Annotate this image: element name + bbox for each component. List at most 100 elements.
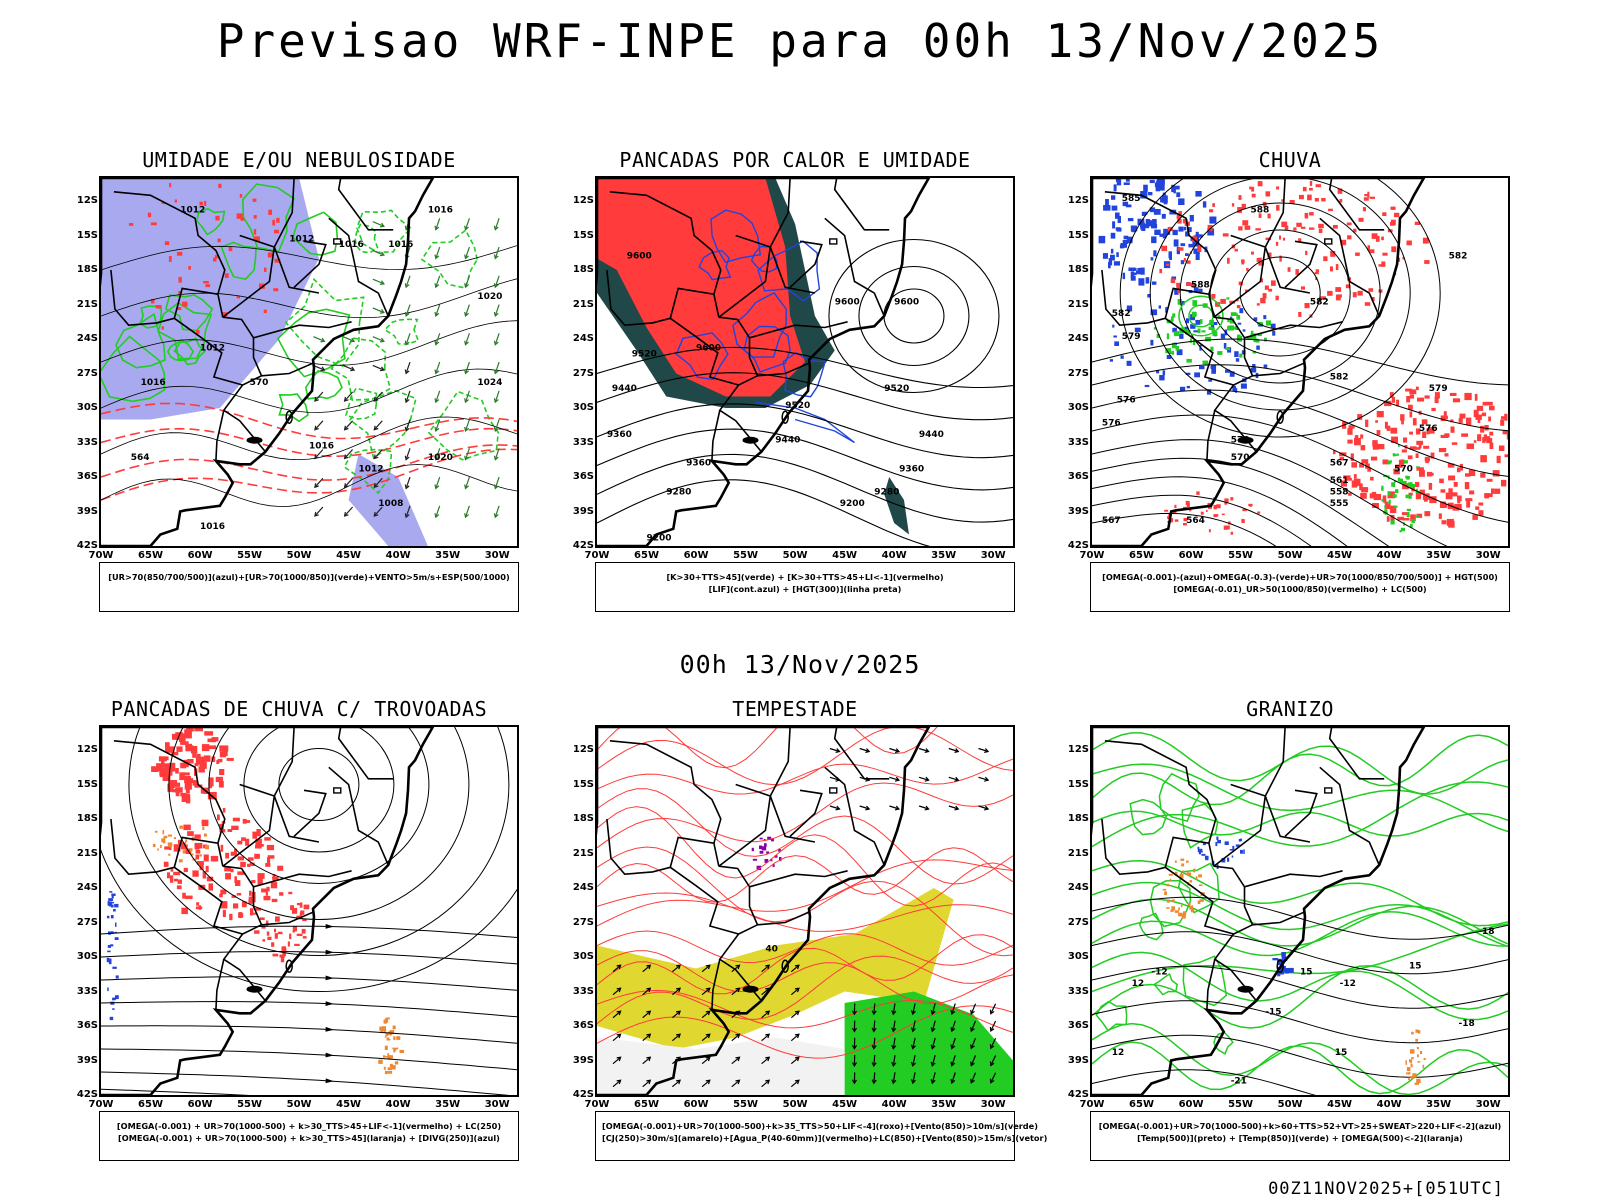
field-speck <box>257 873 265 879</box>
field-speck <box>110 915 114 919</box>
field-speck <box>1450 426 1455 433</box>
field-speck <box>1332 225 1338 229</box>
field-speck <box>249 908 254 916</box>
border-line <box>789 789 823 837</box>
field-speck <box>1354 435 1359 442</box>
field-speck <box>1281 952 1286 957</box>
field-speck <box>1396 399 1400 407</box>
lat-tick-label: 24S <box>1067 882 1089 893</box>
field-speck <box>221 902 227 906</box>
field-speck <box>1309 212 1314 216</box>
field-speck <box>1323 256 1328 262</box>
field-speck <box>249 890 252 896</box>
field-speck <box>1257 321 1263 325</box>
field-speck <box>182 301 188 307</box>
wind-vector <box>672 1010 681 1019</box>
field-speck <box>1402 480 1407 485</box>
field-speck <box>222 808 226 813</box>
field-speck <box>1238 839 1241 842</box>
contour-label: 9520 <box>884 384 909 394</box>
wind-vector <box>434 505 441 519</box>
wind-vector <box>672 1079 681 1088</box>
lat-tick-label: 33S <box>1067 985 1089 997</box>
field-speck <box>1193 248 1200 254</box>
field-speck <box>1390 427 1398 434</box>
contour-ring <box>278 748 360 821</box>
contour-label: 582 <box>1310 298 1329 308</box>
wind-vector <box>493 361 500 375</box>
lat-tick-label: 27S <box>572 916 594 928</box>
field-speck <box>1141 218 1145 224</box>
field-speck <box>251 880 256 884</box>
map-canvas <box>101 727 517 1095</box>
wind-vector <box>950 1003 956 1016</box>
contour-line <box>1092 860 1508 927</box>
field-speck <box>109 898 114 901</box>
border-line <box>1319 217 1380 317</box>
field-speck <box>108 958 112 961</box>
map-frame: 585 588 588 582 582 582 579 582 579 576 576 576 573 5… <box>1090 176 1510 548</box>
lon-tick-label: 65W <box>1129 1099 1154 1110</box>
panel-title: PANCADAS POR CALOR E UMIDADE <box>619 148 971 172</box>
field-speck <box>387 1067 392 1070</box>
wind-vector <box>342 364 356 372</box>
field-speck <box>1392 453 1396 457</box>
field-speck <box>1429 427 1435 434</box>
lat-tick-label: 12S <box>1067 195 1089 206</box>
contour-label: 588 <box>1191 280 1210 290</box>
field-speck <box>1370 476 1374 481</box>
contour-line <box>597 346 1013 389</box>
lon-tick-label: 50W <box>1277 1099 1303 1110</box>
map-canvas: 5855885885825825825795825795765765765735… <box>1092 178 1508 546</box>
field-speck <box>186 727 194 732</box>
field-speck <box>1168 873 1173 876</box>
contour-label: 1024 <box>477 378 502 388</box>
field-speck <box>1184 326 1189 330</box>
field-speck <box>1347 235 1352 240</box>
wind-vector <box>404 304 411 317</box>
field-speck <box>1171 899 1175 903</box>
contour-line <box>1092 494 1312 546</box>
field-speck <box>1423 445 1430 449</box>
field-speck <box>1405 494 1410 499</box>
wind-vector <box>701 1056 711 1065</box>
map-canvas: 40 <box>597 727 1013 1095</box>
field-speck <box>1158 184 1165 191</box>
contour-label: 9280 <box>874 487 899 497</box>
field-speck <box>1389 460 1392 464</box>
wind-vector <box>948 776 960 782</box>
field-speck <box>1422 431 1427 438</box>
lat-tick-label: 39S <box>76 505 98 517</box>
field-speck <box>1241 203 1246 210</box>
field-speck <box>282 951 286 957</box>
field-speck <box>158 756 167 762</box>
field-speck <box>245 838 250 846</box>
contour-ring <box>1149 178 1411 411</box>
field-speck <box>1206 389 1212 395</box>
streamline <box>101 1048 517 1071</box>
field-speck <box>1159 268 1163 274</box>
field-speck <box>1193 312 1197 317</box>
field-speck <box>168 853 171 856</box>
field-speck <box>154 830 158 833</box>
field-speck <box>1368 288 1374 292</box>
field-speck <box>1178 912 1183 917</box>
field-speck <box>164 846 170 850</box>
field-speck <box>1185 500 1190 505</box>
field-speck <box>282 947 287 954</box>
field-speck <box>1426 471 1433 477</box>
field-speck <box>1430 452 1435 459</box>
wind-vector <box>464 333 470 346</box>
field-speck <box>1187 902 1191 905</box>
field-speck <box>1179 874 1184 879</box>
field-speck <box>1373 494 1381 501</box>
lon-tick-label: 55W <box>237 1099 263 1110</box>
wind-vector <box>851 1037 858 1050</box>
field-speck <box>296 903 302 906</box>
field-speck <box>1396 453 1399 456</box>
field-speck <box>226 757 234 761</box>
field-speck <box>1115 178 1122 182</box>
field-speck <box>188 266 191 270</box>
field-speck <box>1275 241 1279 246</box>
field-speck <box>262 939 266 942</box>
